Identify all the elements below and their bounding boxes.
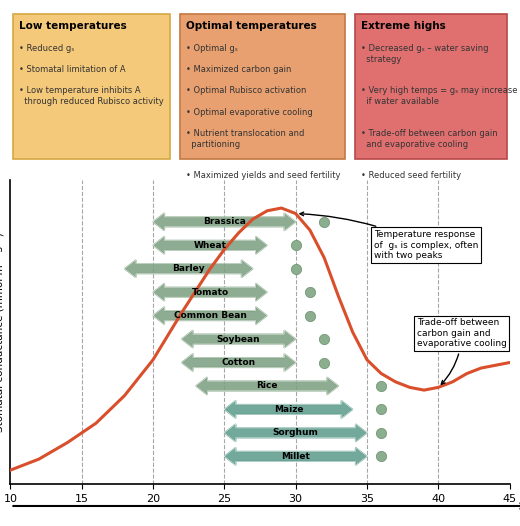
Text: Brassica: Brassica [203,217,246,226]
Point [320,335,328,343]
Text: • Decreased gₛ – water saving
  strategy: • Decreased gₛ – water saving strategy [361,44,488,64]
Polygon shape [224,424,367,442]
Text: Rice: Rice [256,381,278,390]
Point [377,452,385,461]
Text: • Nutrient translocation and
  partitioning: • Nutrient translocation and partitionin… [186,129,305,149]
FancyBboxPatch shape [355,14,507,159]
Text: Wheat: Wheat [193,241,227,250]
Point [377,405,385,413]
Text: • Stomatal limitation of A: • Stomatal limitation of A [19,65,125,74]
Text: Extreme highs: Extreme highs [361,21,446,31]
Text: • Low temperature inhibits A
  through reduced Rubisco activity: • Low temperature inhibits A through red… [19,86,164,106]
Polygon shape [181,330,296,348]
Point [320,218,328,226]
Text: Temperature response
of  gₛ is complex, often
with two peaks: Temperature response of gₛ is complex, o… [300,212,478,260]
Point [306,288,314,296]
Text: Maize: Maize [274,405,303,414]
Text: Trade-off between
carbon gain and
evaporative cooling: Trade-off between carbon gain and evapor… [417,318,507,385]
Polygon shape [153,213,296,231]
Text: • Optimal evaporative cooling: • Optimal evaporative cooling [186,108,313,117]
Polygon shape [153,237,267,254]
Text: Millet: Millet [281,452,310,461]
Polygon shape [153,307,267,325]
Polygon shape [124,260,253,278]
Text: • Very high temps = gₛ may increase
  if water available: • Very high temps = gₛ may increase if w… [361,86,517,106]
Text: Optimal temperatures: Optimal temperatures [186,21,317,31]
Polygon shape [224,448,367,465]
Text: • Optimal Rubisco activation: • Optimal Rubisco activation [186,86,306,95]
Text: Common Bean: Common Bean [174,311,246,320]
Polygon shape [153,284,267,301]
Point [292,241,300,249]
Point [320,358,328,367]
Text: • Reduced seed fertility: • Reduced seed fertility [361,171,461,180]
Point [306,311,314,320]
Text: Cotton: Cotton [222,358,256,367]
FancyBboxPatch shape [13,14,170,159]
FancyBboxPatch shape [180,14,345,159]
Polygon shape [196,377,339,395]
Text: Tomato: Tomato [191,288,229,297]
Polygon shape [224,401,353,418]
Text: Barley: Barley [172,264,205,273]
Text: • Trade-off between carbon gain
  and evaporative cooling: • Trade-off between carbon gain and evap… [361,129,498,149]
Text: • Maximized carbon gain: • Maximized carbon gain [186,65,292,74]
Point [377,429,385,437]
Text: Low temperatures: Low temperatures [19,21,127,31]
Text: Sorghum: Sorghum [272,428,319,438]
Text: • Reduced gₛ: • Reduced gₛ [19,44,74,53]
Y-axis label: Stomatal conductance (mmol m⁻² s⁻¹): Stomatal conductance (mmol m⁻² s⁻¹) [0,232,5,432]
Polygon shape [181,353,296,371]
Point [292,265,300,273]
Point [377,382,385,390]
Text: Soybean: Soybean [217,335,261,343]
Text: • Optimal gₛ: • Optimal gₛ [186,44,238,53]
Text: • Maximized yields and seed fertility: • Maximized yields and seed fertility [186,171,341,180]
